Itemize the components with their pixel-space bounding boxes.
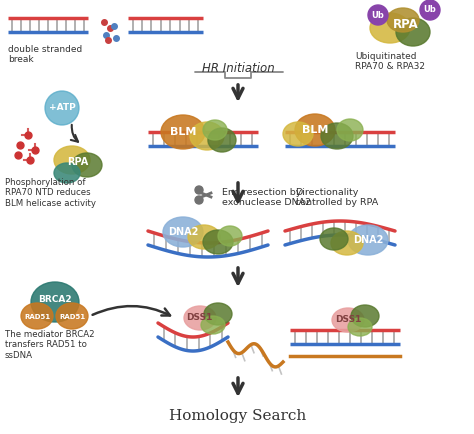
Text: DSS1: DSS1: [186, 313, 212, 322]
Ellipse shape: [54, 146, 90, 174]
Ellipse shape: [54, 163, 80, 183]
Ellipse shape: [208, 128, 236, 152]
Circle shape: [420, 0, 440, 20]
Text: RPA: RPA: [393, 17, 419, 30]
Text: Ubiquitinated
RPA70 & RPA32: Ubiquitinated RPA70 & RPA32: [355, 52, 425, 72]
Text: DNA2: DNA2: [353, 235, 383, 245]
Circle shape: [45, 91, 79, 125]
Text: The mediator BRCA2
transfers RAD51 to
ssDNA: The mediator BRCA2 transfers RAD51 to ss…: [5, 330, 95, 360]
Ellipse shape: [184, 306, 216, 330]
Text: Homology Search: Homology Search: [169, 409, 307, 423]
Ellipse shape: [331, 231, 363, 255]
Text: Phosphorylation of
RPA70 NTD reduces
BLM helicase activity: Phosphorylation of RPA70 NTD reduces BLM…: [5, 178, 96, 208]
Ellipse shape: [204, 303, 232, 325]
Text: RAD51: RAD51: [24, 314, 50, 320]
Ellipse shape: [348, 318, 372, 336]
Ellipse shape: [31, 282, 79, 322]
Text: DNA2: DNA2: [168, 227, 198, 237]
Ellipse shape: [370, 13, 410, 43]
Text: +ATP: +ATP: [49, 103, 75, 112]
Text: RAD51: RAD51: [59, 314, 85, 320]
Ellipse shape: [21, 303, 53, 329]
Text: Directionality
controlled by RPA: Directionality controlled by RPA: [295, 188, 378, 207]
Ellipse shape: [295, 114, 335, 146]
Text: double stranded
break: double stranded break: [8, 45, 82, 64]
Text: BLM: BLM: [170, 127, 196, 137]
Ellipse shape: [72, 153, 102, 177]
Ellipse shape: [201, 316, 225, 334]
Ellipse shape: [190, 122, 224, 150]
Ellipse shape: [321, 123, 353, 149]
Ellipse shape: [188, 225, 220, 249]
Ellipse shape: [283, 122, 313, 146]
Text: BRCA2: BRCA2: [38, 296, 72, 305]
Ellipse shape: [396, 18, 430, 46]
Ellipse shape: [203, 230, 233, 254]
Text: Ub: Ub: [372, 10, 384, 20]
Circle shape: [195, 186, 203, 194]
Ellipse shape: [163, 217, 203, 247]
Text: HR Initiation: HR Initiation: [201, 62, 274, 75]
Text: Ub: Ub: [424, 6, 437, 14]
Ellipse shape: [161, 115, 205, 149]
Text: DSS1: DSS1: [335, 316, 361, 325]
Ellipse shape: [320, 228, 348, 250]
Ellipse shape: [337, 119, 363, 141]
Ellipse shape: [387, 8, 419, 32]
Ellipse shape: [203, 120, 227, 140]
Ellipse shape: [332, 308, 364, 332]
Circle shape: [368, 5, 388, 25]
Ellipse shape: [351, 305, 379, 327]
Ellipse shape: [218, 226, 242, 246]
Text: RPA: RPA: [67, 157, 89, 167]
Text: End resection by
exonuclease DNA2: End resection by exonuclease DNA2: [222, 188, 311, 207]
Text: BLM: BLM: [302, 125, 328, 135]
Ellipse shape: [56, 303, 88, 329]
Ellipse shape: [348, 225, 388, 255]
Circle shape: [195, 196, 203, 204]
